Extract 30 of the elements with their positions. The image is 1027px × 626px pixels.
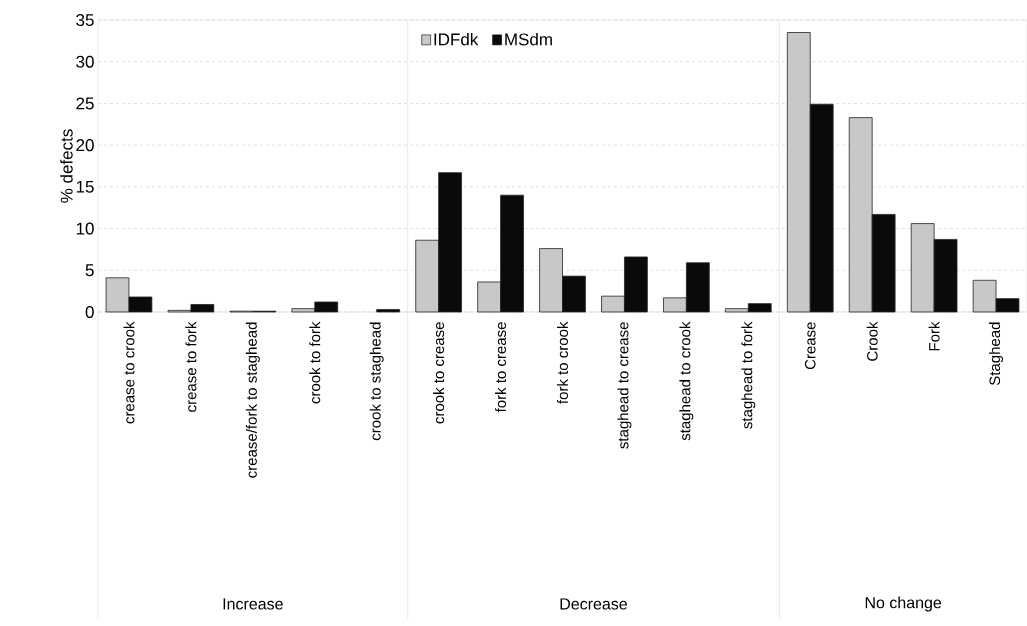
x-tick-label: crook to crease — [433, 322, 445, 424]
x-tick-label: Crease — [804, 322, 816, 370]
y-tick-label: 0 — [85, 305, 94, 319]
text: No change — [865, 596, 942, 612]
y-tick-label: 30 — [76, 55, 94, 68]
y-tick-label: 25 — [76, 97, 94, 110]
y-tick-label: 20 — [76, 139, 94, 152]
x-tick-label: crease to fork — [185, 321, 197, 412]
x-tick-label: crook to staghead — [369, 322, 384, 441]
x-tick-label: fork to crease — [495, 322, 507, 413]
y-tick-label: 10 — [76, 222, 94, 235]
x-tick-label: staghead to crease — [617, 322, 632, 449]
x-tick-label: Staghead — [989, 322, 1004, 386]
x-tick-label: crease to crook — [123, 321, 135, 424]
text: Decrease — [560, 598, 627, 610]
x-tick-label: crease/fork to staghead — [245, 322, 260, 478]
x-tick-label: Fork — [928, 321, 940, 351]
legend-label: IDFdk — [434, 32, 479, 46]
x-tick-label: crook to fork — [309, 321, 321, 404]
legend-label: MSdm — [505, 32, 552, 46]
x-tick-label: fork to crook — [557, 321, 569, 404]
x-tick-label: Crook — [866, 321, 878, 361]
y-axis-title: % defects — [60, 129, 73, 203]
text: Increase — [223, 598, 283, 610]
x-tick-label: staghead to fork — [741, 321, 756, 429]
x-tick-label: staghead to crook — [679, 321, 694, 441]
y-tick-label: 5 — [85, 264, 94, 277]
bar — [376, 309, 401, 313]
y-tick-label: 15 — [76, 180, 94, 193]
y-tick-label: 35 — [76, 13, 94, 27]
